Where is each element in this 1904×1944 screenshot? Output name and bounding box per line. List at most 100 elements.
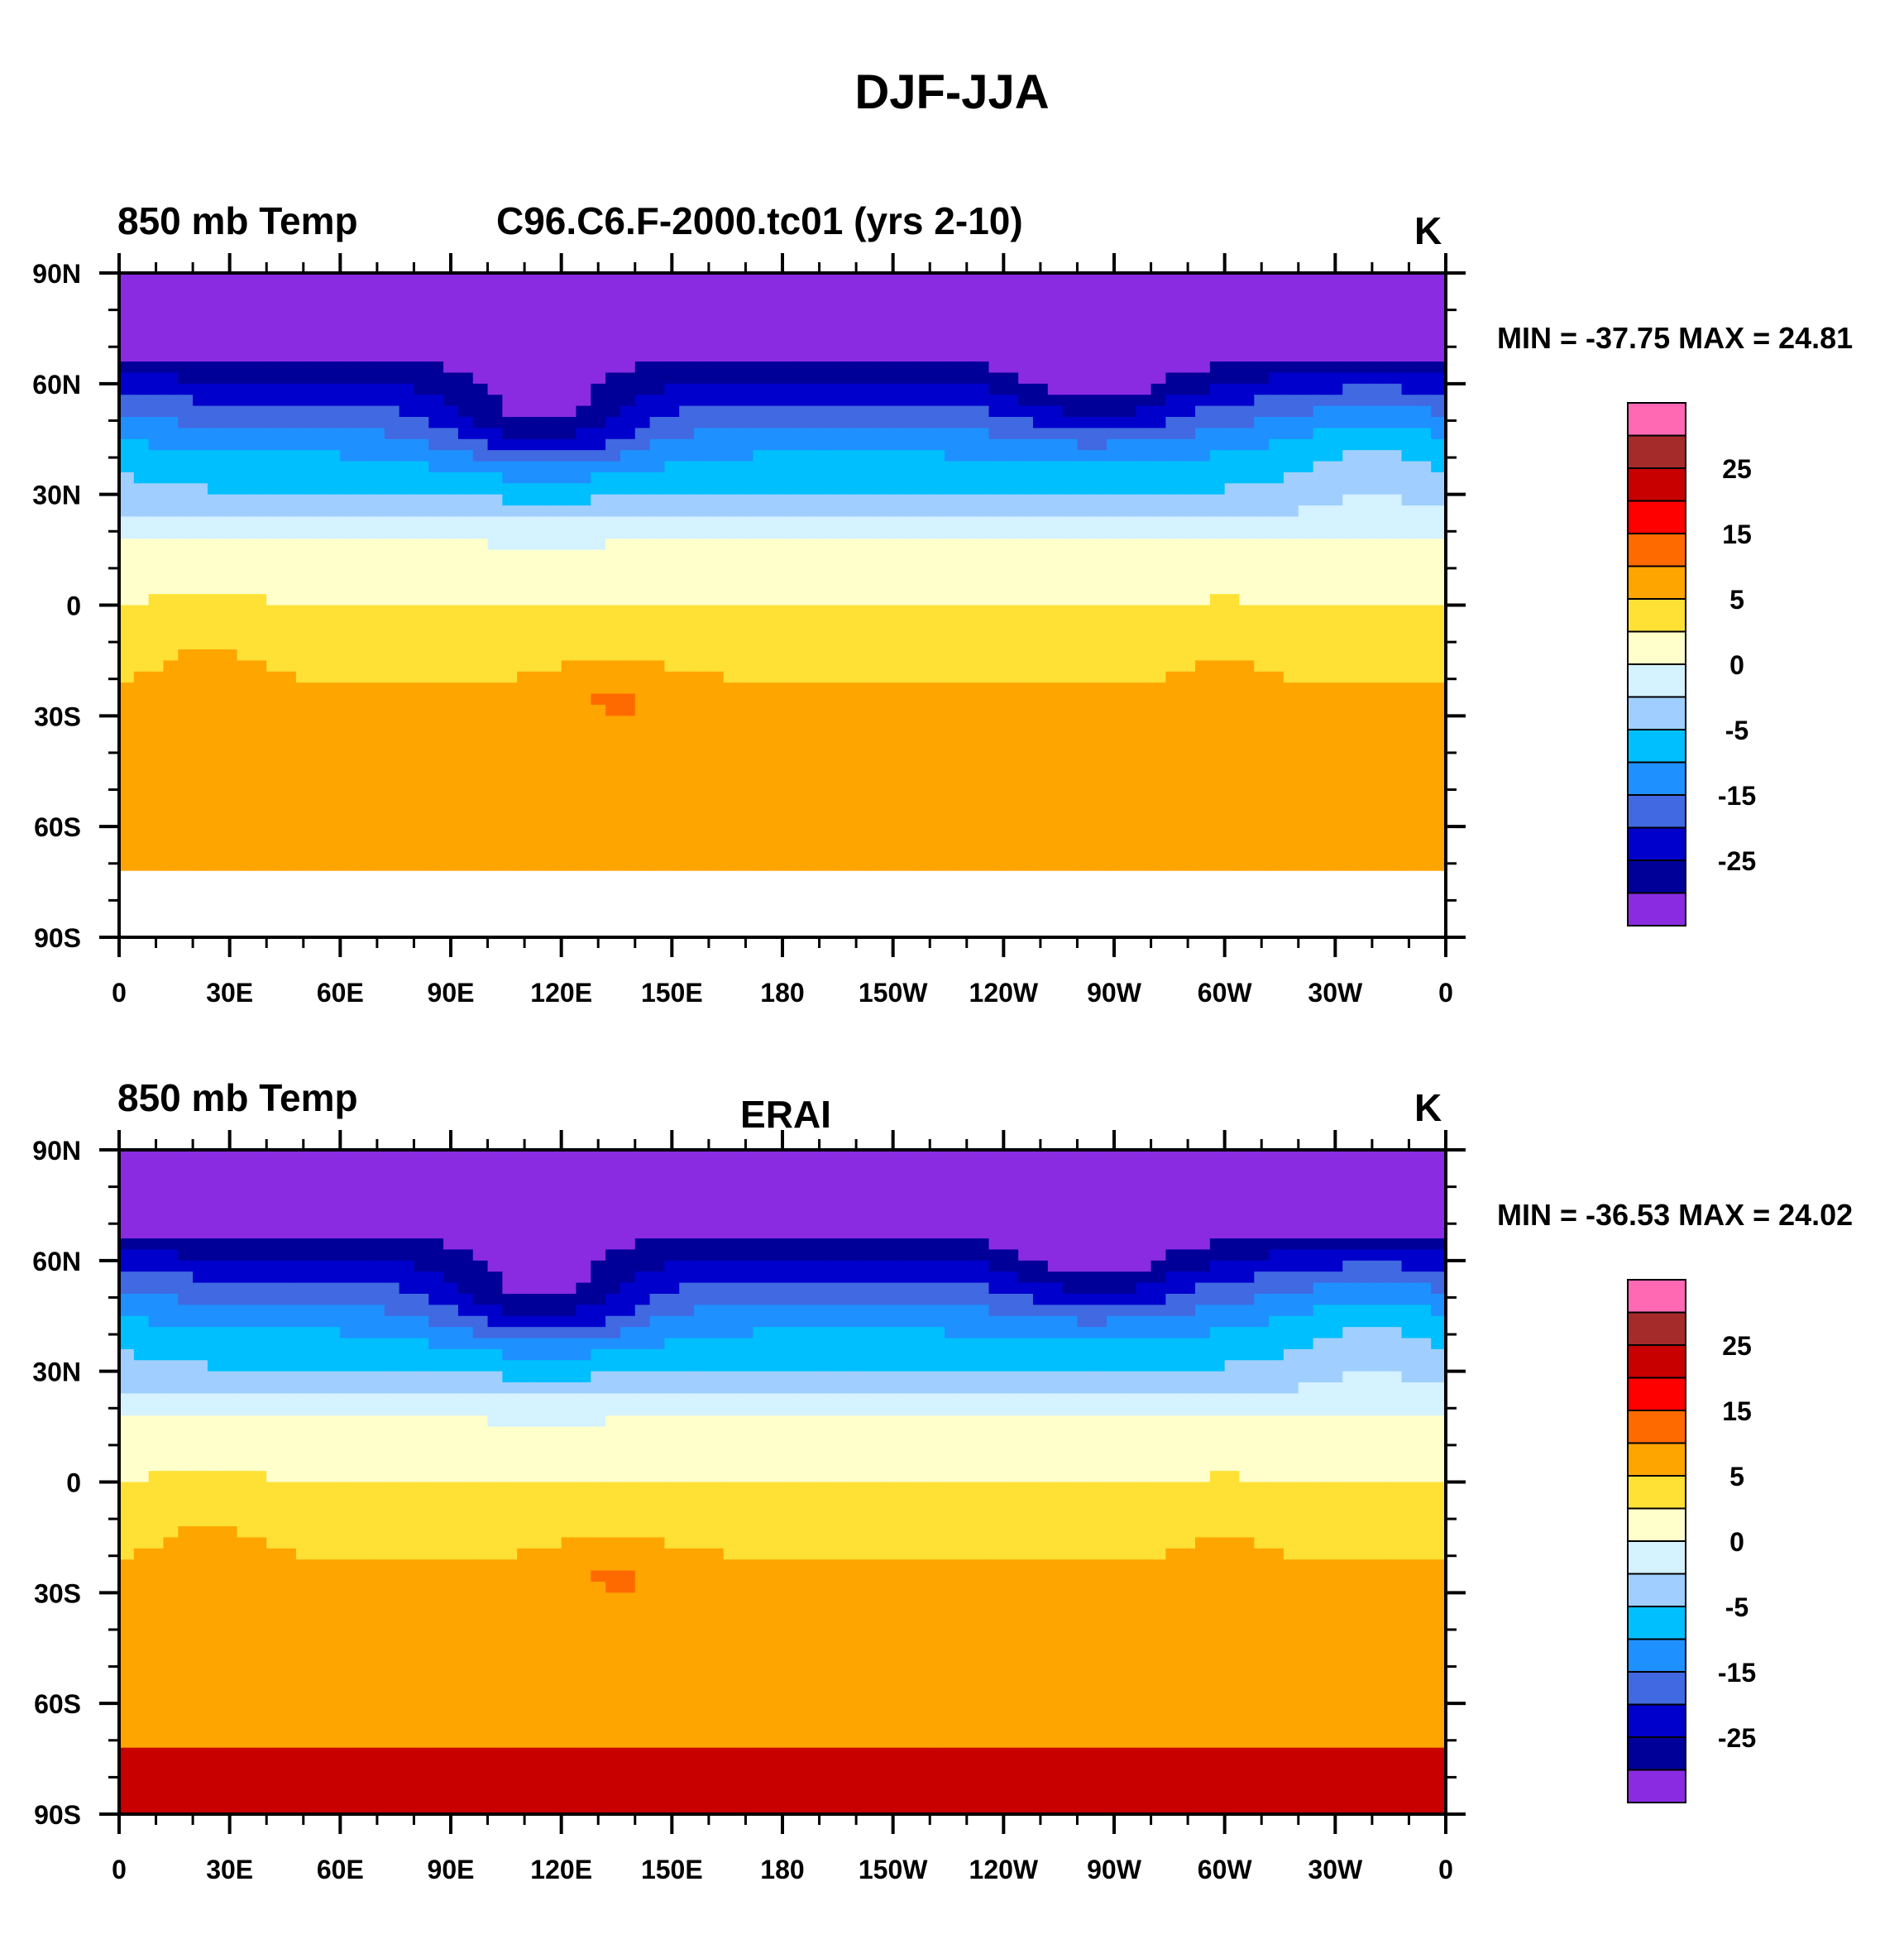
- field-cell: [768, 782, 783, 794]
- field-cell: [797, 317, 813, 329]
- field-cell: [532, 383, 548, 395]
- field-cell: [1342, 716, 1358, 728]
- field-cell: [1342, 560, 1358, 572]
- field-cell: [1283, 317, 1299, 329]
- field-cell: [664, 726, 680, 739]
- field-cell: [649, 582, 666, 595]
- field-cell: [1077, 704, 1093, 716]
- field-cell: [178, 428, 194, 440]
- field-cell: [384, 527, 400, 539]
- field-cell: [443, 428, 459, 440]
- field-cell: [885, 771, 902, 783]
- field-cell: [1195, 815, 1211, 827]
- field-cell: [399, 494, 415, 506]
- field-cell: [679, 505, 695, 518]
- field-cell: [826, 516, 842, 529]
- field-cell: [679, 649, 695, 662]
- field-cell: [399, 859, 415, 872]
- field-cell: [119, 516, 135, 529]
- field-cell: [1209, 549, 1226, 562]
- field-cell: [1195, 594, 1211, 606]
- field-cell: [546, 649, 562, 662]
- field-cell: [1401, 483, 1417, 496]
- field-cell: [1032, 362, 1049, 374]
- field-cell: [634, 317, 651, 329]
- field-cell: [1003, 815, 1019, 827]
- field-cell: [369, 716, 385, 728]
- field-cell: [811, 572, 828, 584]
- field-cell: [679, 804, 695, 816]
- field-cell: [959, 870, 975, 883]
- field-cell: [487, 582, 503, 595]
- field-cell: [915, 660, 930, 673]
- field-cell: [605, 759, 621, 772]
- field-cell: [591, 837, 606, 850]
- field-cell: [443, 605, 459, 617]
- field-cell: [576, 505, 591, 518]
- field-cell: [355, 527, 371, 539]
- field-cell: [1077, 572, 1093, 584]
- field-cell: [1003, 749, 1019, 761]
- field-cell: [1224, 317, 1241, 329]
- field-cell: [959, 428, 975, 440]
- field-cell: [1092, 771, 1107, 783]
- field-cell: [399, 704, 415, 716]
- field-cell: [193, 572, 208, 584]
- field-cell: [1342, 306, 1358, 318]
- field-cell: [1047, 284, 1064, 296]
- field-cell: [399, 749, 415, 761]
- field-cell: [753, 804, 768, 816]
- field-cell: [1313, 759, 1329, 772]
- field-cell: [340, 693, 356, 706]
- field-cell: [1239, 615, 1255, 628]
- field-cell: [856, 660, 872, 673]
- field-cell: [1371, 693, 1388, 706]
- field-cell: [1431, 284, 1447, 296]
- field-cell: [1047, 317, 1064, 329]
- field-cell: [148, 317, 165, 329]
- field-cell: [266, 882, 282, 894]
- field-cell: [1092, 416, 1107, 429]
- field-cell: [1151, 438, 1166, 451]
- field-cell: [1401, 870, 1417, 883]
- field-cell: [649, 395, 666, 407]
- field-cell: [768, 638, 783, 650]
- field-cell: [517, 793, 533, 805]
- field-cell: [1047, 848, 1064, 860]
- field-cell: [443, 549, 459, 562]
- field-cell: [1371, 726, 1388, 739]
- field-cell: [1328, 328, 1343, 340]
- field-cell: [1254, 837, 1270, 850]
- field-cell: [1165, 870, 1181, 883]
- field-cell: [591, 605, 606, 617]
- field-cell: [532, 837, 548, 850]
- field-cell: [178, 615, 194, 628]
- field-cell: [708, 572, 725, 584]
- field-cell: [428, 494, 444, 506]
- field-cell: [959, 726, 975, 739]
- field-cell: [561, 815, 577, 827]
- field-cell: [1018, 782, 1034, 794]
- field-cell: [295, 549, 312, 562]
- field-cell: [399, 472, 415, 484]
- field-cell: [1062, 660, 1079, 673]
- field-cell: [915, 749, 930, 761]
- field-cell: [870, 638, 887, 650]
- field-cell: [517, 882, 533, 894]
- field-cell: [193, 284, 208, 296]
- field-cell: [811, 306, 828, 318]
- field-cell: [1032, 450, 1049, 462]
- field-cell: [384, 815, 400, 827]
- field-cell: [1018, 793, 1034, 805]
- field-cell: [237, 660, 252, 673]
- field-cell: [1342, 815, 1358, 827]
- field-cell: [443, 516, 459, 529]
- field-cell: [384, 837, 400, 850]
- field-cell: [1401, 461, 1417, 473]
- field-cell: [281, 804, 297, 816]
- field-cell: [384, 582, 400, 595]
- field-cell: [1062, 793, 1079, 805]
- field-cell: [1328, 494, 1343, 506]
- field-cell: [945, 461, 960, 473]
- field-cell: [1283, 638, 1299, 650]
